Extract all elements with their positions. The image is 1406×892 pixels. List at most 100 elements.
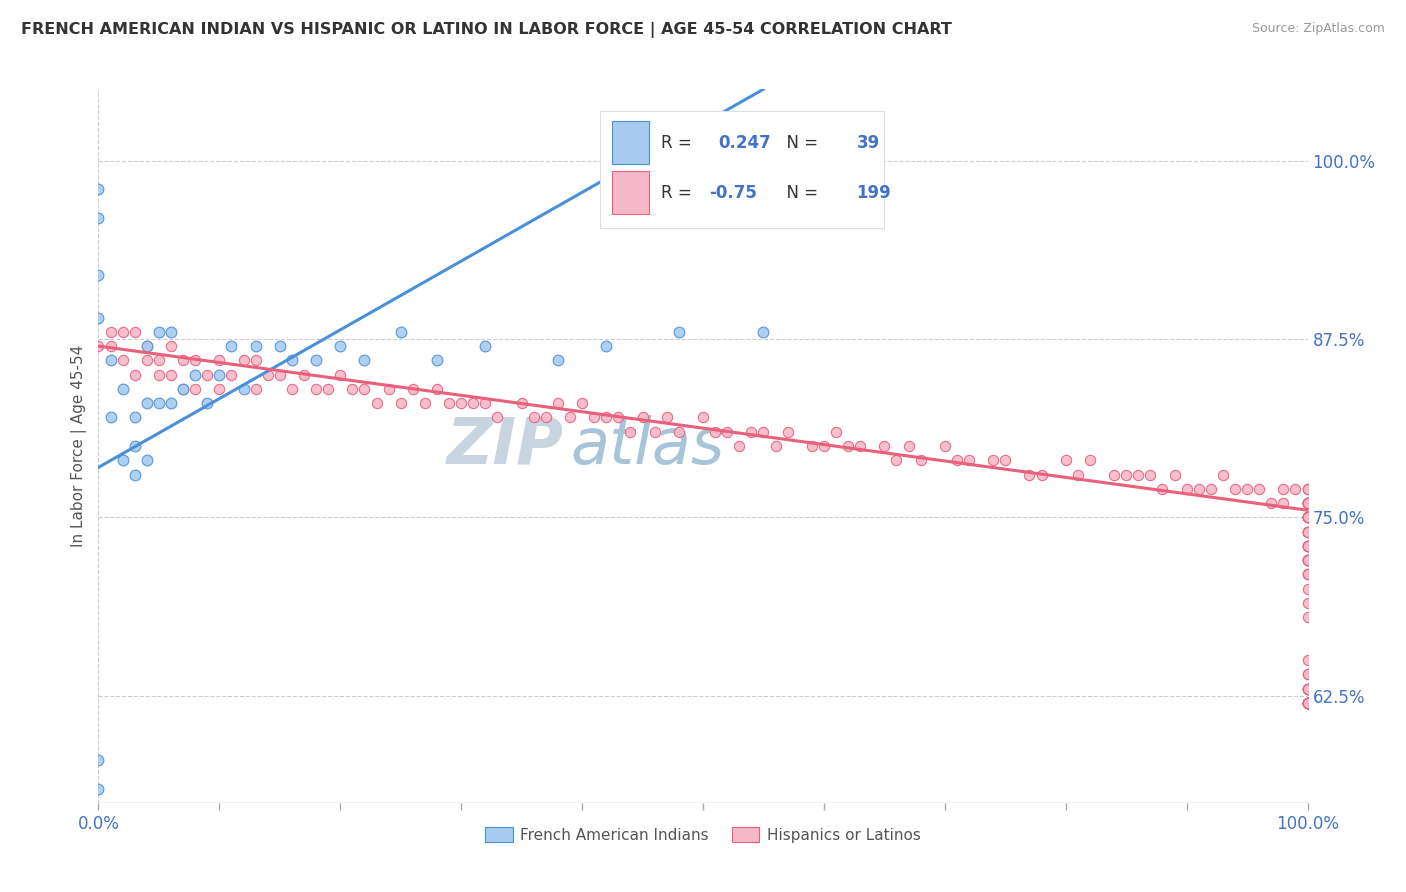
Point: [1296, 496, 1319, 510]
Text: 39: 39: [856, 134, 880, 152]
Point: [124, 439, 146, 453]
Point: [1296, 696, 1319, 710]
FancyBboxPatch shape: [613, 121, 648, 164]
Point: [1296, 482, 1319, 496]
Point: [1296, 510, 1319, 524]
Point: [1296, 567, 1319, 582]
Point: [1296, 496, 1319, 510]
Point: [1296, 510, 1319, 524]
Point: [402, 382, 425, 396]
Point: [100, 353, 122, 368]
Point: [595, 410, 617, 425]
Point: [1296, 567, 1319, 582]
Text: -0.75: -0.75: [709, 184, 756, 202]
Point: [957, 453, 980, 467]
Text: FRENCH AMERICAN INDIAN VS HISPANIC OR LATINO IN LABOR FORCE | AGE 45-54 CORRELAT: FRENCH AMERICAN INDIAN VS HISPANIC OR LA…: [21, 22, 952, 38]
Point: [1296, 696, 1319, 710]
Point: [644, 425, 666, 439]
Point: [776, 425, 799, 439]
Point: [316, 382, 339, 396]
Point: [111, 353, 134, 368]
Point: [160, 368, 183, 382]
Point: [111, 453, 134, 467]
Point: [873, 439, 896, 453]
Point: [1296, 696, 1319, 710]
Point: [1296, 553, 1319, 567]
Point: [353, 382, 375, 396]
Point: [329, 368, 352, 382]
Point: [184, 368, 207, 382]
Point: [87, 268, 110, 282]
Point: [946, 453, 969, 467]
Point: [111, 382, 134, 396]
Point: [1296, 482, 1319, 496]
Point: [1296, 553, 1319, 567]
Point: [1296, 496, 1319, 510]
Point: [1296, 681, 1319, 696]
Point: [172, 353, 194, 368]
Point: [692, 410, 714, 425]
Point: [1296, 696, 1319, 710]
Point: [752, 325, 775, 339]
Point: [148, 325, 170, 339]
Point: [1296, 539, 1319, 553]
Point: [800, 439, 823, 453]
Point: [1296, 539, 1319, 553]
Point: [342, 382, 364, 396]
Point: [1296, 496, 1319, 510]
Point: [1296, 681, 1319, 696]
Point: [1296, 667, 1319, 681]
Point: [1296, 681, 1319, 696]
Point: [292, 368, 315, 382]
Point: [281, 353, 304, 368]
Point: [837, 439, 859, 453]
Point: [716, 425, 738, 439]
Point: [510, 396, 533, 410]
Point: [1296, 539, 1319, 553]
Point: [1296, 539, 1319, 553]
Text: N =: N =: [776, 184, 823, 202]
Point: [474, 339, 496, 353]
Point: [547, 353, 569, 368]
Point: [1296, 553, 1319, 567]
Point: [728, 439, 751, 453]
Point: [523, 410, 546, 425]
Point: [1031, 467, 1053, 482]
Point: [232, 382, 254, 396]
Point: [1018, 467, 1040, 482]
Point: [1296, 539, 1319, 553]
Point: [100, 325, 122, 339]
Point: [813, 439, 835, 453]
Point: [1296, 510, 1319, 524]
Point: [124, 467, 146, 482]
Point: [886, 453, 908, 467]
Point: [1296, 681, 1319, 696]
Point: [269, 339, 291, 353]
Point: [135, 396, 157, 410]
Point: [1139, 467, 1161, 482]
Point: [1296, 553, 1319, 567]
Point: [1296, 553, 1319, 567]
Point: [377, 382, 399, 396]
Point: [87, 211, 110, 225]
Point: [1249, 482, 1271, 496]
Point: [1296, 510, 1319, 524]
Point: [583, 410, 606, 425]
Point: [1296, 496, 1319, 510]
Point: [148, 368, 170, 382]
Point: [1296, 696, 1319, 710]
Point: [148, 396, 170, 410]
Point: [389, 325, 412, 339]
Point: [245, 382, 267, 396]
Point: [463, 396, 485, 410]
Point: [1296, 496, 1319, 510]
Point: [160, 339, 183, 353]
Point: [1175, 482, 1198, 496]
Point: [160, 325, 183, 339]
Point: [558, 410, 581, 425]
Point: [1296, 696, 1319, 710]
Point: [232, 353, 254, 368]
Point: [1260, 496, 1282, 510]
Text: 199: 199: [856, 184, 891, 202]
Point: [1296, 696, 1319, 710]
